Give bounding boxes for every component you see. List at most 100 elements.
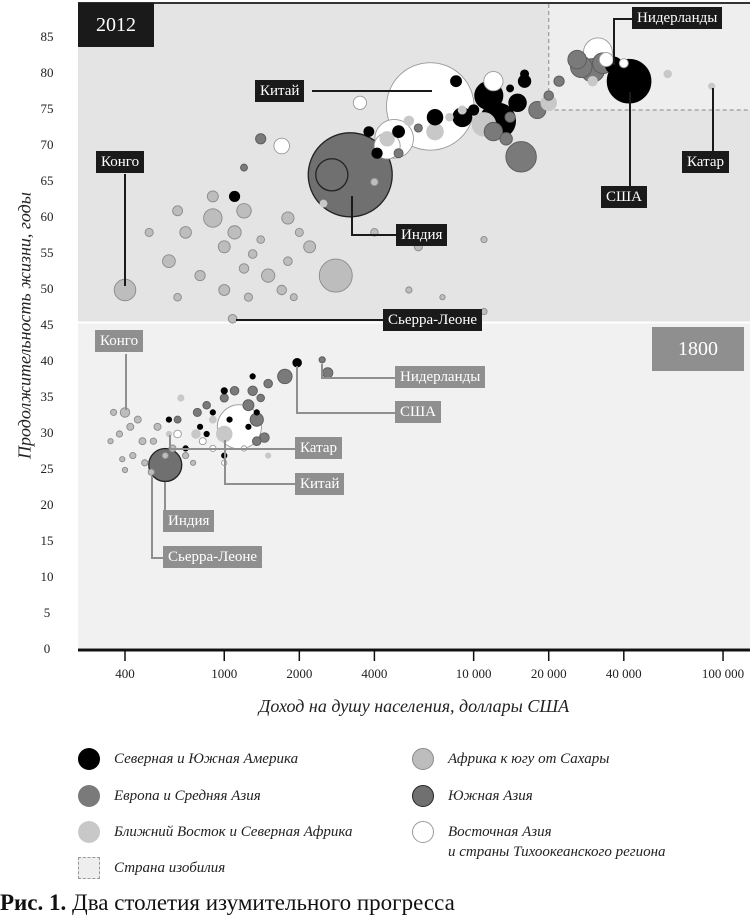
bubble-af [289,293,298,302]
y-tick-label: 25 [40,461,54,476]
bubble-am [392,125,405,139]
label-congo-2012: Конго [96,151,145,173]
leader-usa-1800 [296,366,395,414]
legend-item-south-asia: Южная Азия [412,785,533,807]
y-tick-label: 35 [40,389,54,404]
y-tick-label: 65 [40,173,54,188]
leader-india-2012 [351,196,396,236]
bubble-af [182,452,190,460]
y-tick-label: 55 [40,245,54,260]
legend-label: Европа и Средняя Азия [114,788,261,804]
bubble-eu [219,393,229,403]
bubble-af [227,314,238,324]
y-tick-label: 30 [40,425,54,440]
x-tick-label: 10 000 [455,666,492,681]
bubble-ea [618,58,629,69]
y-tick-label: 45 [40,317,54,332]
x-tick-label: 4000 [361,666,388,681]
leader-qatar-1800 [169,435,295,450]
label-china-2012: Китай [255,80,305,102]
bubble-am [209,409,216,416]
bubble-me [708,82,716,90]
bubble-eu [192,407,202,417]
bubble-me [426,122,444,141]
bubble-eu [393,148,404,159]
bubble-af [153,422,162,431]
bubble-af [283,256,293,266]
bubble-am [426,108,444,126]
legend-label: Южная Азия [448,788,533,804]
label-qatar-1800: Катар [295,437,342,459]
legend-label: Восточная Азия и страны Тихоокеанского ре… [448,821,666,862]
bubble-af [144,227,154,237]
legend-item-abundance: Страна изобилия [78,857,225,879]
x-axis-label: Доход на душу населения, доллары США [258,696,570,716]
y-tick-label: 10 [40,569,54,584]
bubble-af [318,258,353,293]
y-tick-label: 50 [40,281,54,296]
bubble-eu [202,400,211,410]
bubble-eu [263,378,273,389]
leader-lines-2012 [124,18,714,321]
bubble-am [520,69,530,79]
label-china-1800: Китай [295,473,345,495]
label-usa-1800: США [395,401,441,423]
legend-item-africa: Африка к югу от Сахары [412,748,609,770]
bubble-me [208,415,217,424]
y-tick-label: 85 [40,29,54,44]
leader-sierra-leone-1800 [151,476,163,559]
bubble-am [508,93,527,113]
x-tick-label: 20 000 [530,666,567,681]
bubble-eu [505,141,537,173]
legend-swatch-abundance [78,857,100,879]
legend-label: Африка к югу от Сахары [448,751,610,767]
caption-text: Два столетия изумительного прогресса [66,890,455,915]
bubble-ea [273,137,290,155]
bubble-af [206,190,219,203]
bubble-am [228,190,241,202]
legend-label: Ближний Восток и Северная Африка [114,824,353,840]
bubble-af [236,203,252,219]
y-tick-label: 80 [40,65,54,80]
bubble-af [138,437,147,446]
bubble-me [445,112,454,122]
bubble-af [189,459,197,466]
bubble-eu [255,133,267,145]
legend-item-east-asia: Восточная Азия и страны Тихоокеанского ре… [412,821,666,862]
bubble-sa [307,132,393,218]
bubble-eu [277,368,293,385]
label-usa-2012: США [601,186,647,208]
bubble-me [177,394,185,402]
bubble-ea [483,71,504,92]
bubble-eu [229,386,240,396]
label-sierra-leone-2012: Сьерра-Леоне [383,309,483,331]
bubble-af [261,268,276,283]
bubble-am [371,147,383,159]
bubble-am [506,84,515,93]
bubble-am [253,409,260,416]
bubble-af [303,240,317,254]
bubble-af [147,468,155,476]
bubble-am [450,75,462,88]
x-tick-label: 100 000 [701,666,745,681]
legend-swatch-east-asia [412,821,434,843]
legend-label: Северная и Южная Америка [114,751,299,767]
bubble-eu [483,121,504,142]
x-tick-label: 2000 [286,666,313,681]
leader-netherlands-2012 [613,18,632,65]
label-netherlands-2012: Нидерланды [632,7,723,29]
y-tick-label: 60 [40,209,54,224]
bubble-af [126,422,135,431]
bubble-sa [315,158,349,192]
bubble-af [162,254,176,269]
bubble-eu [553,75,565,87]
bubble-eu [322,367,334,379]
y-tick-label: 70 [40,137,54,152]
y-tick-label: 20 [40,497,54,512]
bubble-af [256,235,265,244]
bubble-eu [242,399,255,412]
bubble-af [173,292,182,302]
y-tick-label: 40 [40,353,54,368]
bubble-af [129,452,137,460]
